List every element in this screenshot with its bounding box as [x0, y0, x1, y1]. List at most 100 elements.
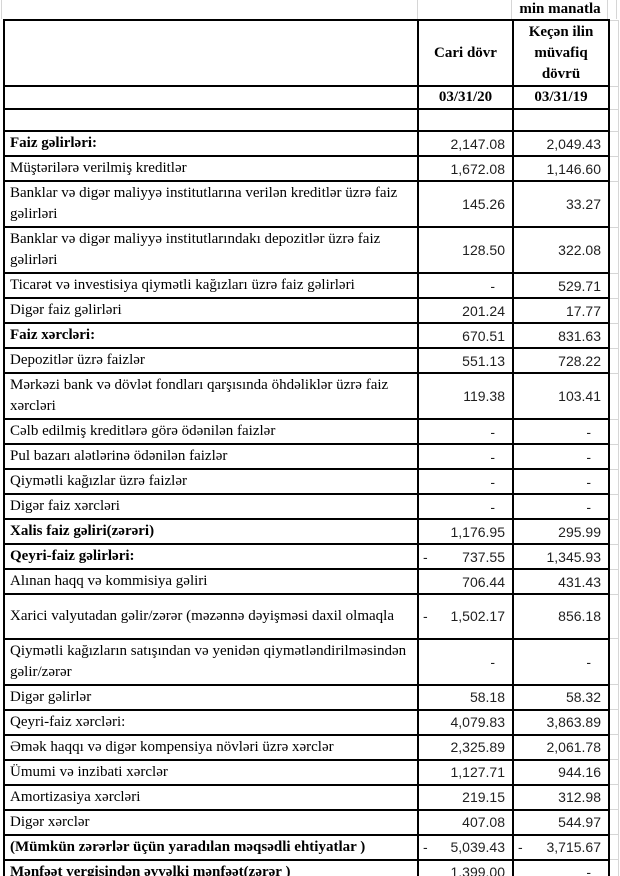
row-label-cell[interactable]: Pul bazarı alətlərinə ödənilən faizlər [3, 443, 419, 470]
previous-value-cell[interactable]: - [512, 468, 610, 495]
current-value-cell[interactable]: 1,127.71 [417, 758, 514, 786]
previous-value-cell[interactable]: - [512, 443, 610, 470]
current-value-cell[interactable]: - [417, 443, 514, 470]
previous-value-cell[interactable]: 831.63 [512, 322, 610, 349]
row-label-cell[interactable]: Amortizasiya xərcləri [3, 783, 419, 811]
current-value-cell[interactable]: 219.15 [417, 783, 514, 811]
row-label-cell[interactable]: Digər xərclər [3, 808, 419, 836]
row-label-cell[interactable]: Mərkəzi bank və dövlət fondları qarşısın… [3, 372, 419, 420]
current-value-cell[interactable]: - 1,502.17 [417, 593, 514, 640]
sheet-gridline-cell [609, 109, 619, 132]
previous-value-cell[interactable]: 33.27 [512, 180, 610, 228]
row-label-cell[interactable]: Ümumi və inzibati xərclər [3, 758, 419, 786]
current-date-cell[interactable]: 03/31/20 [417, 85, 514, 110]
row-label-cell[interactable]: Qeyri-faiz xərcləri: [3, 708, 419, 736]
current-value-cell[interactable]: 551.13 [417, 347, 514, 374]
current-value-cell[interactable]: - [417, 272, 514, 299]
row-label-cell[interactable]: Banklar və digər maliyyə institutlarında… [3, 226, 419, 274]
previous-value-cell[interactable]: 544.97 [512, 808, 610, 836]
previous-value-cell[interactable]: 3,863.89 [512, 708, 610, 736]
row-label-cell[interactable]: Cəlb edilmiş kreditlərə görə ödənilən fa… [3, 418, 419, 445]
current-value-cell[interactable]: 1,672.08 [417, 155, 514, 182]
previous-period-header[interactable]: Keçən ilin müvafiq dövrü [512, 19, 610, 87]
sheet-gridline [511, 0, 512, 19]
row-label-cell[interactable]: Qiymətli kağızlar üzrə faizlər [3, 468, 419, 495]
previous-value-cell[interactable]: - [512, 418, 610, 445]
previous-value-cell[interactable]: 2,049.43 [512, 130, 610, 157]
row-label-cell[interactable]: (Mümkün zərərlər üçün yaradılan məqsədli… [3, 833, 419, 861]
row-label-cell[interactable]: Əmək haqqı və digər kompensiya növləri ü… [3, 733, 419, 761]
current-value-cell[interactable]: - [417, 637, 514, 686]
current-value-cell[interactable]: 670.51 [417, 322, 514, 349]
previous-value-cell[interactable]: - [512, 493, 610, 520]
current-value-cell[interactable] [417, 108, 514, 132]
current-value-cell[interactable]: - [417, 468, 514, 495]
row-label-cell[interactable]: Digər gəlirlər [3, 683, 419, 711]
previous-value-cell[interactable]: 529.71 [512, 272, 610, 299]
current-value-cell[interactable]: 1,399.00 [417, 858, 514, 876]
previous-value-cell[interactable]: - [512, 858, 610, 876]
table-row: Digər xərclər 407.08 544.97 [3, 808, 619, 836]
previous-value-cell[interactable] [512, 108, 610, 132]
previous-value-cell[interactable]: - [512, 637, 610, 686]
row-label-cell[interactable] [3, 85, 419, 110]
previous-value-cell[interactable]: 322.08 [512, 226, 610, 274]
row-label-cell[interactable]: Faiz gəlirləri: [3, 130, 419, 157]
table-row: Mənfəət vergisindən əvvəlki mənfəət(zərə… [3, 858, 619, 876]
cell-value: 5,039.43 [450, 839, 506, 856]
table-row: Mərkəzi bank və dövlət fondları qarşısın… [3, 372, 619, 420]
current-value-cell[interactable]: - 5,039.43 [417, 833, 514, 861]
current-value-cell[interactable]: 2,325.89 [417, 733, 514, 761]
row-label-cell[interactable]: Alınan haqq və kommisiya gəliri [3, 568, 419, 595]
previous-value-cell[interactable]: 1,345.93 [512, 543, 610, 570]
cell-value: 58.18 [469, 689, 505, 706]
previous-date-cell[interactable]: 03/31/19 [512, 85, 610, 110]
current-value-cell[interactable]: 706.44 [417, 568, 514, 595]
previous-value-cell[interactable]: 17.77 [512, 297, 610, 324]
current-value-cell[interactable]: 2,147.08 [417, 130, 514, 157]
row-label-cell[interactable]: Digər faiz gəlirləri [3, 297, 419, 324]
previous-value-cell[interactable]: 103.41 [512, 372, 610, 420]
previous-value-cell[interactable]: - 3,715.67 [512, 833, 610, 861]
cell-value: 17.77 [565, 302, 601, 319]
row-label-cell[interactable]: Depozitlər üzrə faizlər [3, 347, 419, 374]
row-label-cell[interactable]: Ticarət və investisiya qiymətli kağızlar… [3, 272, 419, 299]
cell-value: 103.41 [558, 388, 601, 404]
current-value-cell[interactable]: 201.24 [417, 297, 514, 324]
current-period-header[interactable]: Cari dövr [417, 19, 514, 87]
current-value-cell[interactable]: 4,079.83 [417, 708, 514, 736]
sheet-gridline-cell [609, 131, 619, 157]
current-value-cell[interactable]: 58.18 [417, 683, 514, 711]
current-value-cell[interactable]: - 737.55 [417, 543, 514, 570]
previous-value-cell[interactable]: 944.16 [512, 758, 610, 786]
previous-value-cell[interactable]: 1,146.60 [512, 155, 610, 182]
table-row: Müştərilərə verilmiş kreditlər 1,672.08 1,… [3, 155, 619, 182]
row-label-cell[interactable]: Xarici valyutadan gəlir/zərər (məzənnə d… [3, 593, 419, 640]
cell-value: - [490, 277, 495, 294]
previous-value-cell[interactable]: 431.43 [512, 568, 610, 595]
row-label-cell[interactable]: Qeyri-faiz gəlirləri: [3, 543, 419, 570]
row-label-cell[interactable]: Xalis faiz gəliri(zərəri) [3, 518, 419, 545]
row-label-cell[interactable]: Qiymətli kağızların satışından və yenidə… [3, 637, 419, 686]
previous-value-cell[interactable]: 856.18 [512, 593, 610, 640]
row-label-cell[interactable]: Müştərilərə verilmiş kreditlər [3, 155, 419, 182]
row-label-cell[interactable]: Digər faiz xərcləri [3, 493, 419, 520]
current-value-cell[interactable]: 128.50 [417, 226, 514, 274]
current-value-cell[interactable]: 119.38 [417, 372, 514, 420]
previous-value-cell[interactable]: 312.98 [512, 783, 610, 811]
previous-value-cell[interactable]: 2,061.78 [512, 733, 610, 761]
current-value-cell[interactable]: - [417, 493, 514, 520]
previous-value-cell[interactable]: 728.22 [512, 347, 610, 374]
previous-value-cell[interactable]: 58.32 [512, 683, 610, 711]
previous-value-cell[interactable]: 295.99 [512, 518, 610, 545]
row-label-cell[interactable]: Banklar və digər maliyyə institutlarına … [3, 180, 419, 228]
current-value-cell[interactable]: 145.26 [417, 180, 514, 228]
row-label-cell[interactable] [3, 108, 419, 132]
row-label-cell[interactable]: Mənfəət vergisindən əvvəlki mənfəət(zərə… [3, 858, 419, 876]
header-label-cell[interactable] [3, 19, 419, 87]
current-value-cell[interactable]: 407.08 [417, 808, 514, 836]
cell-value: 706.44 [462, 573, 505, 590]
current-value-cell[interactable]: 1,176.95 [417, 518, 514, 545]
current-value-cell[interactable]: - [417, 418, 514, 445]
row-label-cell[interactable]: Faiz xərcləri: [3, 322, 419, 349]
